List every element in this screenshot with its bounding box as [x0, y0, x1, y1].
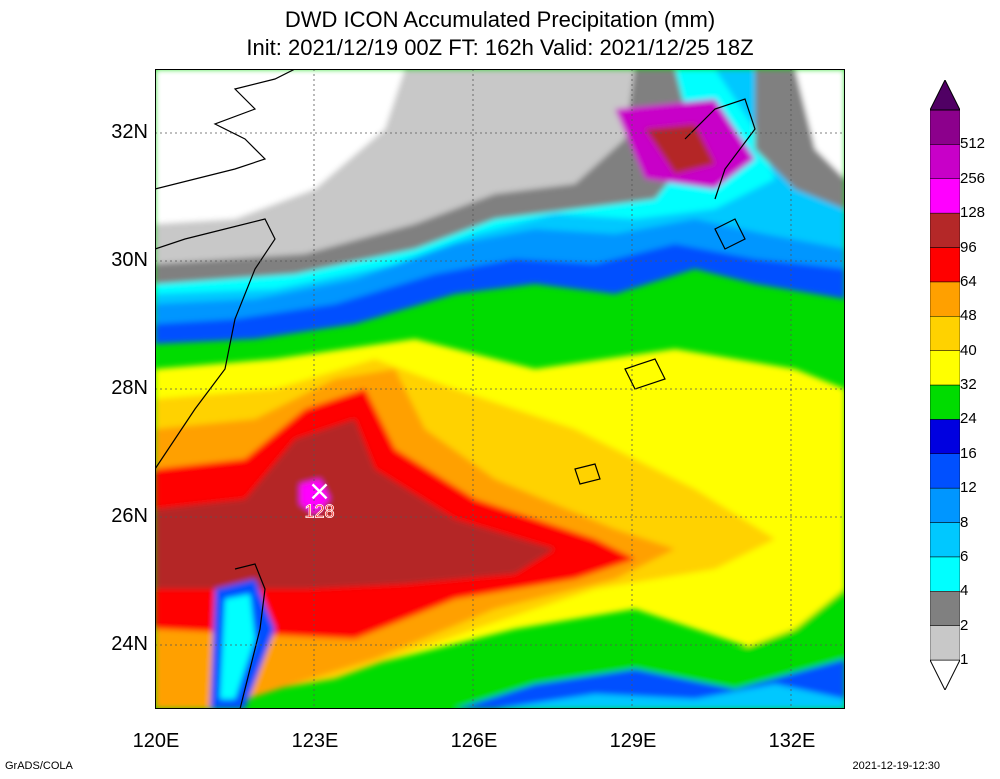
colorbar: [930, 80, 960, 690]
colorbar-box: [930, 556, 960, 592]
lon-label-126: 126E: [450, 730, 498, 752]
lat-label-32: 32N: [111, 121, 148, 143]
colorbar-label: 40: [960, 341, 977, 359]
colorbar-box: [930, 419, 960, 454]
colorbar-box: [930, 316, 960, 351]
map-frame: [155, 69, 845, 709]
colorbar-box: [930, 522, 960, 558]
coastlines: [155, 69, 756, 709]
lat-label-28: 28N: [111, 377, 148, 399]
grid: [155, 69, 845, 709]
colorbar-label: 8: [960, 513, 969, 531]
max-value-label: 128: [305, 501, 335, 521]
colorbar-label: 6: [960, 547, 969, 565]
lon-label-120: 120E: [132, 730, 180, 752]
map-title: DWD ICON Accumulated Precipitation (mm): [284, 7, 716, 32]
colorbar-box: [930, 281, 960, 317]
credit-text: GrADS/COLA: [5, 760, 73, 772]
colorbar-label: 96: [960, 238, 977, 256]
colorbar-box: [930, 212, 960, 248]
colorbar-label: 64: [960, 272, 977, 290]
colorbar-label: 12: [960, 479, 977, 497]
colorbar-label: 16: [960, 444, 977, 462]
precip-field: [155, 69, 845, 709]
colorbar-box: [930, 625, 960, 661]
colorbar-box: [930, 591, 960, 626]
colorbar-box: [930, 178, 960, 214]
lat-label-24: 24N: [111, 633, 148, 655]
colorbar-box: [930, 109, 960, 145]
colorbar-box: [930, 144, 960, 179]
colorbar-high-triangle: [930, 80, 960, 111]
colorbar-label: 48: [960, 307, 977, 325]
max-precip-marker: 128: [304, 483, 335, 522]
colorbar-box: [930, 487, 960, 523]
colorbar-low-triangle: [930, 659, 960, 690]
colorbar-box: [930, 247, 960, 283]
colorbar-box: [930, 350, 960, 386]
lon-label-132: 132E: [768, 730, 816, 752]
colorbar-box: [930, 384, 960, 420]
lon-label-129: 129E: [609, 730, 657, 752]
colorbar-label: 1: [960, 651, 969, 668]
lat-label-30: 30N: [111, 249, 148, 271]
timestamp-text: 2021-12-19-12:30: [852, 760, 940, 772]
map-subtitle: Init: 2021/12/19 00Z FT: 162h Valid: 202…: [246, 35, 754, 60]
lat-label-26: 26N: [111, 505, 148, 527]
colorbar-label: 24: [960, 410, 977, 428]
max-cross-icon: [311, 483, 328, 500]
lon-label-123: 123E: [291, 730, 339, 752]
colorbar-label: 128: [960, 204, 986, 222]
colorbar-label: 2: [960, 616, 969, 634]
precipitation-map: 128: [155, 69, 845, 709]
colorbar-box: [930, 453, 960, 489]
colorbar-label: 4: [960, 582, 969, 600]
colorbar-label: 32: [960, 376, 977, 393]
colorbar-label: 256: [960, 169, 986, 187]
colorbar-label: 512: [960, 135, 986, 153]
